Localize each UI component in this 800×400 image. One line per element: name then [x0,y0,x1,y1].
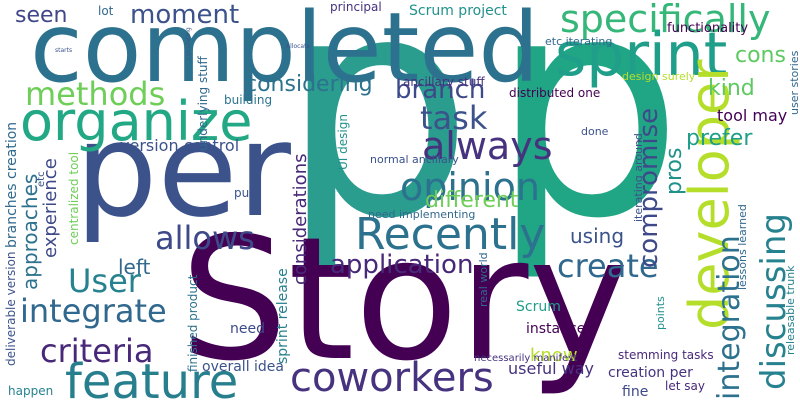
word-application: application [330,250,474,280]
word-considering: considering [245,72,373,97]
word-recently: Recently [355,209,546,260]
word-branches-creation: branches creation [4,121,20,248]
word-methods: methods [25,75,166,113]
word-principal: principal [330,0,382,14]
word-create: create [557,247,659,285]
word-using: using [570,224,625,248]
word-instance: instance [526,321,586,337]
word-allows: allows [155,219,255,257]
word-user: User [68,262,141,300]
word-moment: moment [130,0,240,30]
word-p2: p [490,0,684,285]
word-task: task [420,99,488,137]
word-iterating-around: iterating around [632,133,645,222]
word-approaches: approaches [18,173,42,290]
word-prefer: prefer [686,126,753,151]
word-specifically: specifically [560,0,771,41]
word-overall-idea: overall idea [202,359,284,375]
word-criteria: criteria [40,332,154,370]
word-kind: kind [708,76,755,101]
word-need: need [230,321,265,337]
word-happen: happen [8,384,54,398]
word-centralized-tool: centralized tool [67,151,81,245]
word-know: know [530,345,578,366]
word-etc: etc [36,171,47,187]
word-releasable-trunk: releasable trunk [784,265,797,355]
word-fine: fine [622,384,649,400]
word-real-world: real world [477,252,490,307]
word-let-say: let say [665,379,705,393]
word-different: different [425,188,519,213]
word-considerations: considerations [290,153,311,285]
word-cons: cons [735,43,786,68]
word-put: put [234,186,254,200]
word-useful-way: useful way [508,359,594,378]
word-scrum-project: Scrum project [409,3,507,19]
word-per: per [75,94,291,246]
word-starts: starts [55,47,73,54]
word-user-stories: user stories [788,50,800,115]
word-calculating: calculating [185,27,192,60]
word-etc-iterating: etc iterating [545,35,613,48]
word-building: building [224,93,273,107]
word-allocate: Allocate [286,43,311,50]
word-stemming-tasks: stemming tasks [618,348,714,362]
word-tool-may: tool may [717,106,788,125]
word-opinion: opinion [400,165,540,209]
word-p1: p [280,0,474,285]
word-sprint-release: sprint release [275,268,291,364]
word-organize: organize [20,90,253,153]
word-underlying-stuff: underlying stuff [196,56,210,151]
word-feature: feature [65,354,239,400]
word-ancillary-stuff: ancillary stuff [403,75,485,89]
word-story: Story [180,201,630,399]
word-deliverable-version: deliverable version [4,251,18,366]
word-coworkers: coworkers [290,355,494,400]
word-design-surely: design surely [622,70,696,83]
word-scrum: Scrum [516,299,561,315]
word-points: points [654,296,667,330]
word-sprint: sprint [555,20,728,90]
word-done: done [581,125,609,138]
word-finished-product: finished product [186,274,200,372]
word-branch: branch [395,75,486,105]
word-creation-per: creation per [608,365,693,381]
word-version-control: version control [120,136,240,155]
word-normal-ancillary: normal ancillary [370,153,459,166]
word-ui-design: UI design [336,114,350,170]
word-lessons-learned: lessons learned [736,204,749,290]
word-left: left [118,255,151,279]
word-necessarily-manifest: necessarily manifest [474,353,578,364]
word-functionality: functionality [667,21,749,36]
word-lot: lot [98,4,114,18]
word-need-implementing: need implementing [368,208,476,221]
word-completed: completed [30,0,540,104]
word-distributed-one: distributed one [509,86,601,100]
word-pros: pros [662,147,687,195]
word-always: always [422,124,553,168]
word-integrate: integrate [20,292,167,330]
word-seen: seen [15,3,68,28]
